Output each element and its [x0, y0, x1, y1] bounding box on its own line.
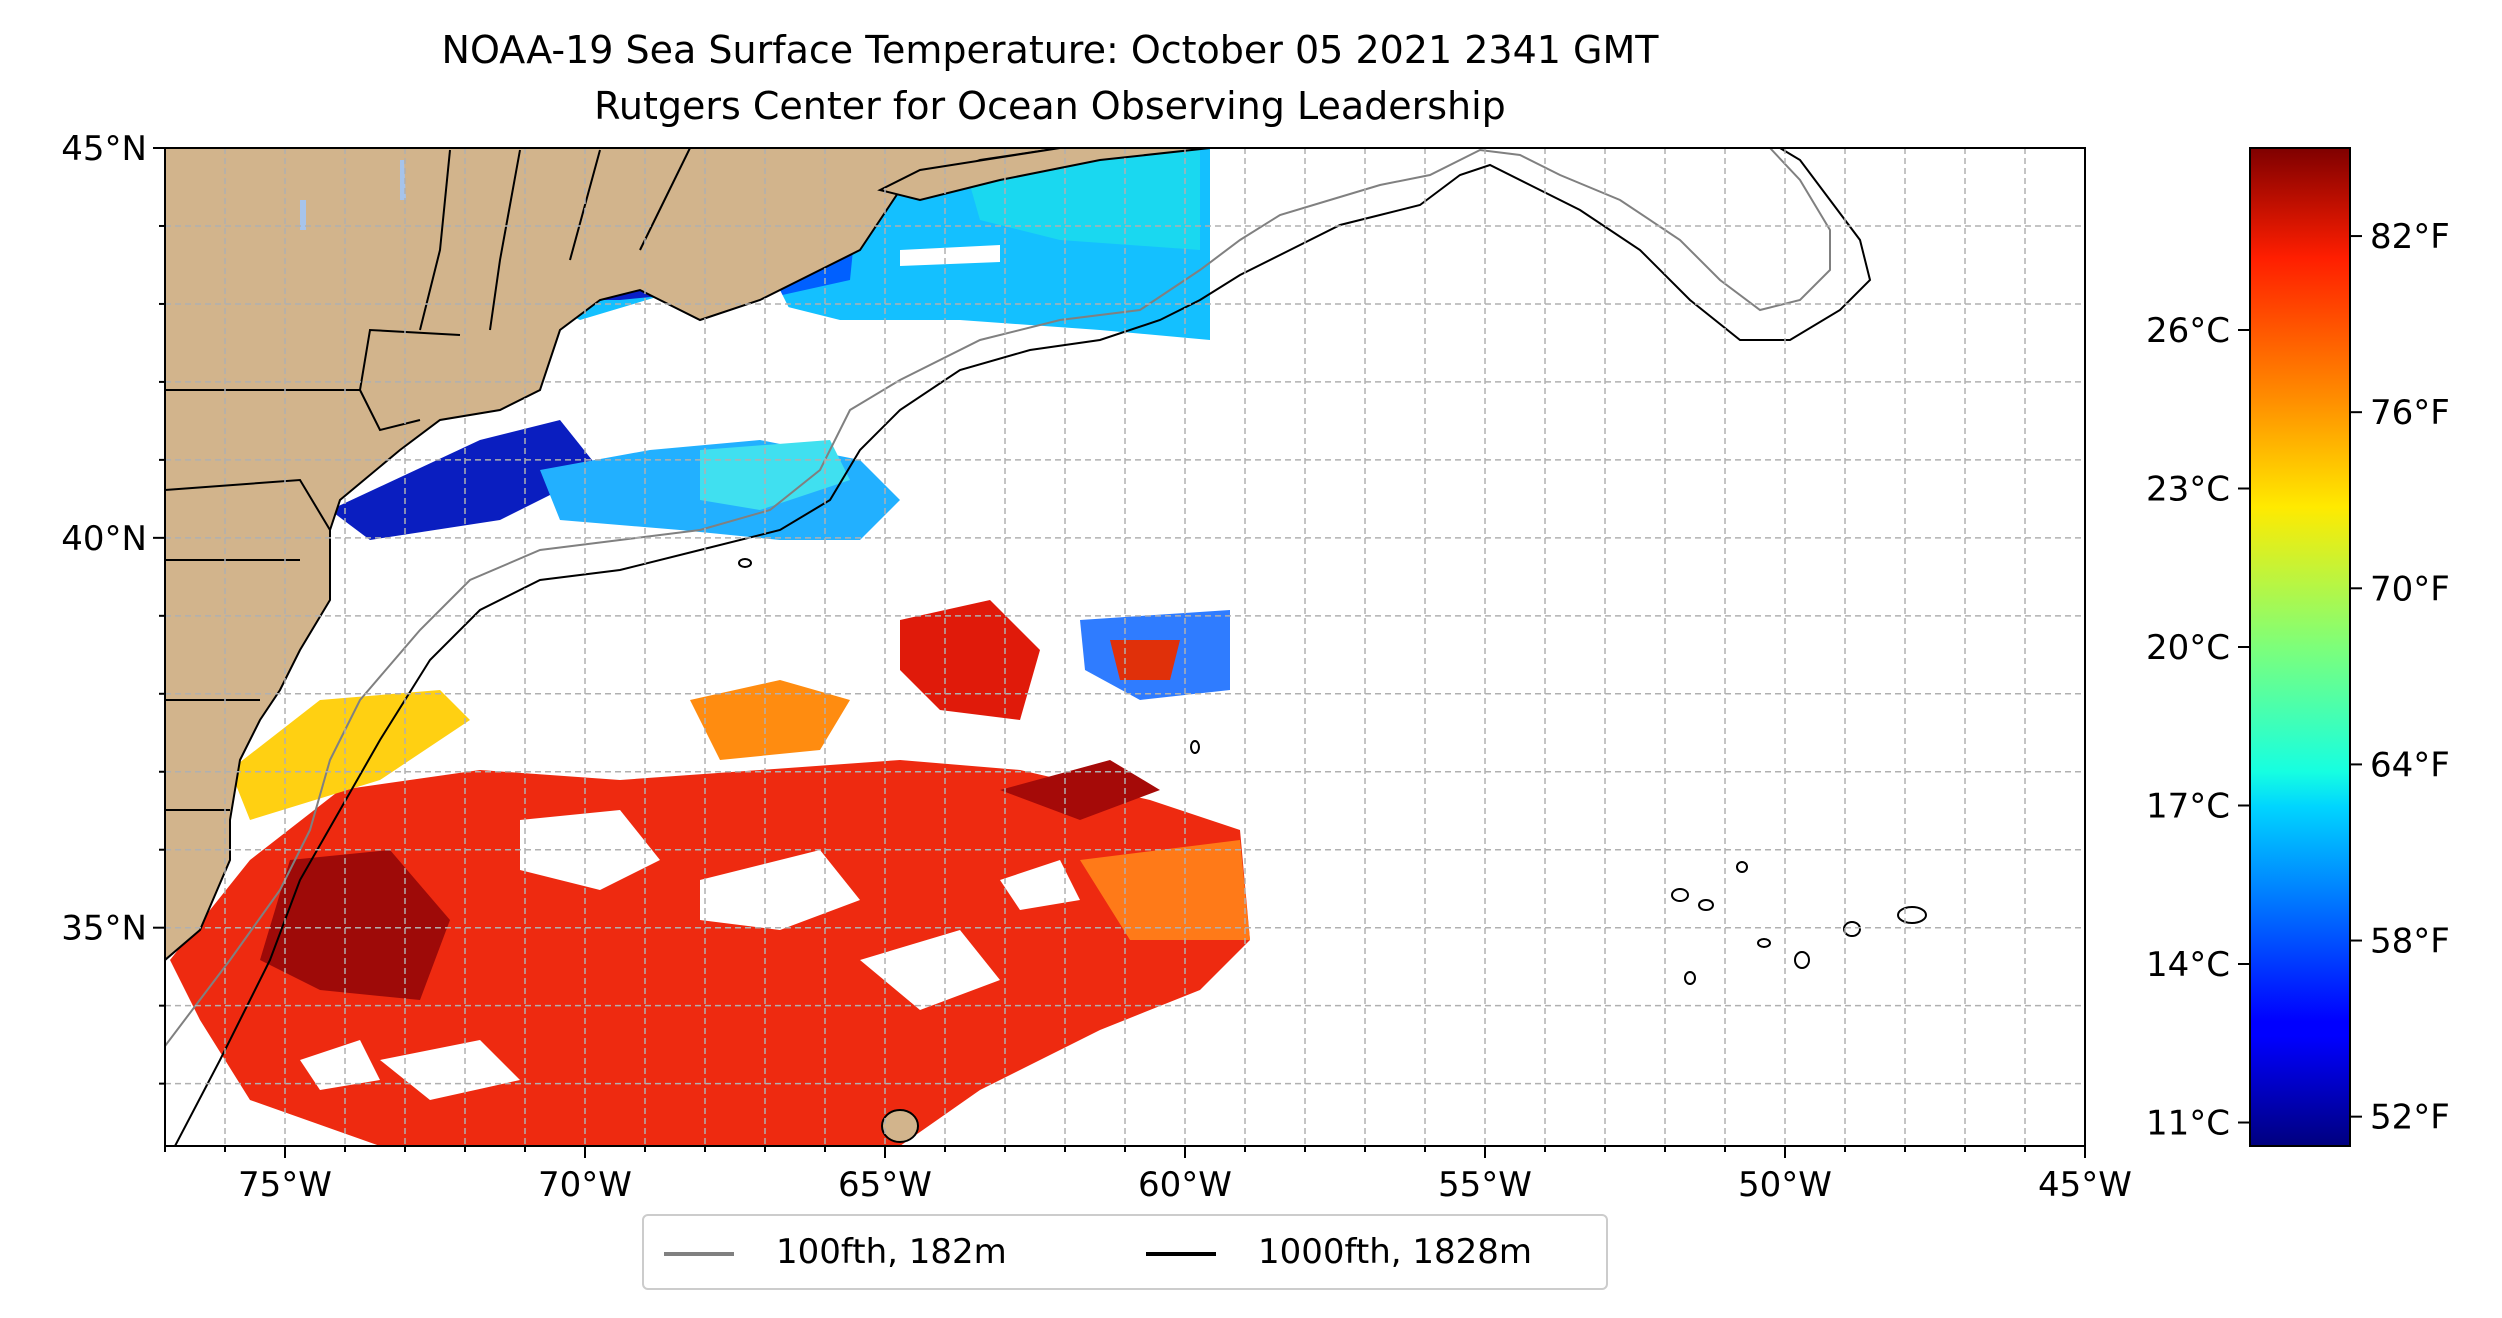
- map-axes: 75°W 70°W 65°W 60°W 55°W 50°W 45°W 45°N 40°N 35°N: [61, 129, 2132, 1205]
- contour-100fth: [165, 148, 1831, 1047]
- celsius-tick-label: 20°C: [2146, 628, 2230, 668]
- celsius-tick-label: 17°C: [2146, 787, 2230, 827]
- celsius-tick-label: 23°C: [2146, 469, 2230, 509]
- lon-tick-label: 50°W: [1738, 1165, 1832, 1205]
- state-borders: [165, 148, 691, 811]
- lat-tick-label: 40°N: [61, 519, 147, 559]
- fahrenheit-tick-label: 70°F: [2370, 569, 2450, 609]
- lon-tick-label: 45°W: [2038, 1165, 2132, 1205]
- lon-tick-label: 65°W: [838, 1165, 932, 1205]
- lon-tick-label: 55°W: [1438, 1165, 1532, 1205]
- map-title: NOAA-19 Sea Surface Temperature: October…: [441, 28, 1659, 72]
- colorbar-ticks: 82°F 76°F 70°F 64°F 58°F 52°F 26°C 23°C 20°C 17°C…: [2146, 217, 2450, 1143]
- fahrenheit-tick-label: 82°F: [2370, 217, 2450, 257]
- map-grid: [165, 148, 2085, 1146]
- colorbar-gradient: [2249, 147, 2351, 1147]
- celsius-tick-label: 14°C: [2146, 945, 2230, 985]
- map-subtitle: Rutgers Center for Ocean Observing Leade…: [594, 84, 1506, 128]
- fahrenheit-tick-label: 76°F: [2370, 393, 2450, 433]
- contour-1000fth: [174, 148, 1872, 1146]
- fahrenheit-tick-label: 64°F: [2370, 745, 2450, 785]
- lon-tick-label: 70°W: [538, 1165, 632, 1205]
- canada-land: [877, 148, 1211, 202]
- legend-label-100fth: 100fth, 182m: [776, 1232, 1007, 1272]
- north-america-land: [165, 148, 1061, 962]
- legend: 100fth, 182m 1000fth, 1828m: [642, 1214, 1608, 1290]
- celsius-tick-label: 11°C: [2146, 1104, 2230, 1144]
- lon-tick-label: 75°W: [238, 1165, 332, 1205]
- legend-line-100fth: [664, 1252, 734, 1256]
- celsius-tick-label: 26°C: [2146, 311, 2230, 351]
- map-area: [165, 148, 2085, 1146]
- lat-tick-label: 35°N: [61, 909, 147, 949]
- legend-label-1000fth: 1000fth, 1828m: [1258, 1232, 1533, 1272]
- fahrenheit-tick-label: 52°F: [2370, 1098, 2450, 1138]
- legend-line-1000fth: [1146, 1252, 1216, 1256]
- lon-tick-label: 60°W: [1138, 1165, 1232, 1205]
- seamounts: [738, 558, 1927, 1143]
- fahrenheit-tick-label: 58°F: [2370, 922, 2450, 962]
- lat-tick-label: 45°N: [61, 129, 147, 169]
- colorbar: 82°F 76°F 70°F 64°F 58°F 52°F 26°C 23°C 20°C 17°C…: [2146, 147, 2450, 1147]
